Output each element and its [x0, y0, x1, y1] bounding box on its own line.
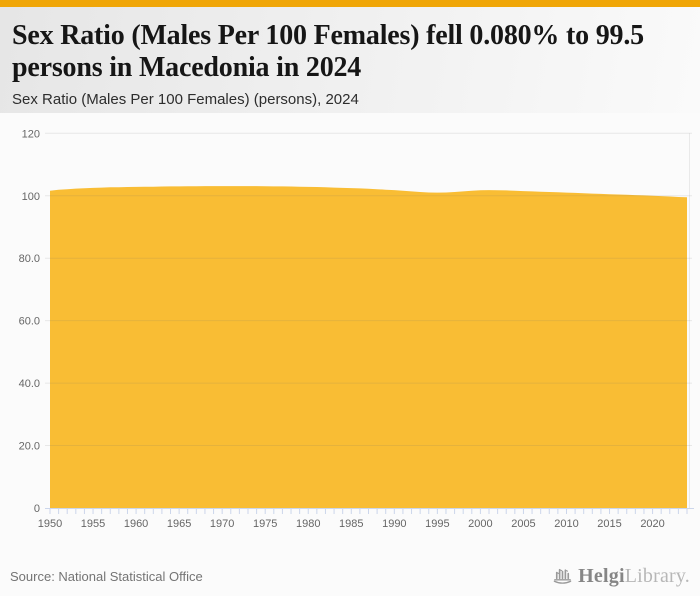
y-axis-label: 120: [22, 128, 40, 140]
library-building-icon: [551, 563, 574, 591]
x-axis-label: 1985: [339, 518, 363, 530]
x-axis-label: 1995: [425, 518, 449, 530]
x-axis-label: 1960: [124, 518, 148, 530]
x-axis-label: 1990: [382, 518, 406, 530]
chart-subtitle: Sex Ratio (Males Per 100 Females) (perso…: [12, 91, 359, 108]
x-axis-label: 1970: [210, 518, 234, 530]
x-axis-label: 2000: [468, 518, 492, 530]
x-axis-label: 2005: [511, 518, 535, 530]
y-axis-label: 60.0: [19, 316, 40, 328]
y-axis-label: 20.0: [19, 441, 40, 453]
x-axis-label: 1980: [296, 518, 320, 530]
y-axis-label: 0: [34, 503, 40, 515]
x-axis-label: 2010: [554, 518, 578, 530]
y-axis-label: 100: [22, 191, 40, 203]
page-title: Sex Ratio (Males Per 100 Females) fell 0…: [12, 20, 688, 84]
x-axis-label: 1975: [253, 518, 277, 530]
logo-text-helgi: Helgi: [578, 565, 625, 587]
title-line-2: persons in Macedonia in 2024: [12, 52, 362, 83]
source-label: Source: National Statistical Office: [10, 569, 203, 584]
area-series: [50, 186, 687, 508]
chart-header: Sex Ratio (Males Per 100 Females) fell 0…: [0, 7, 700, 113]
logo-wordmark: HelgiLibrary.: [578, 565, 690, 588]
helgilibrary-logo: HelgiLibrary.: [551, 563, 690, 591]
chart-footer: Source: National Statistical Office Helg…: [0, 557, 700, 596]
chart-canvas: 1950 1955 1960 1965 1970 1975 1980 1985 1990 1995…: [0, 113, 700, 557]
x-axis-label: 2015: [597, 518, 621, 530]
logo-text-library: Library.: [624, 565, 690, 587]
accent-top-bar: [0, 0, 700, 7]
x-axis-label: 1950: [38, 518, 62, 530]
chart-svg: 1950 1955 1960 1965 1970 1975 1980 1985 1990 1995…: [19, 128, 694, 530]
title-line-1: Sex Ratio (Males Per 100 Females) fell 0…: [12, 20, 644, 51]
x-axis-label: 2020: [640, 518, 664, 530]
x-axis-label: 1965: [167, 518, 191, 530]
y-axis-label: 40.0: [19, 378, 40, 390]
y-axis-label: 80.0: [19, 253, 40, 265]
x-axis-label: 1955: [81, 518, 105, 530]
